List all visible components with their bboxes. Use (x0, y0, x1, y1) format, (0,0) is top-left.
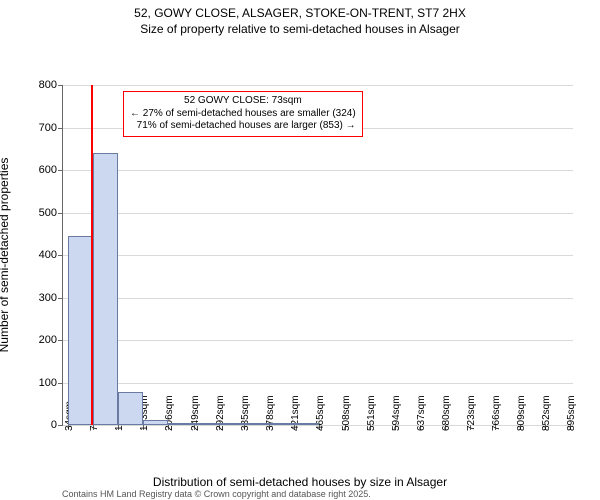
xtick-label: 249sqm (190, 396, 201, 432)
annotation-line-1: 52 GOWY CLOSE: 73sqm (130, 95, 356, 108)
y-axis-label: Number of semi-detached properties (0, 158, 11, 353)
histogram-bar (269, 423, 294, 425)
xtick-label: 292sqm (215, 396, 226, 432)
ytick-label: 300 (39, 292, 63, 304)
xtick-label: 637sqm (416, 396, 427, 432)
histogram-bar (118, 392, 143, 425)
xtick-label: 766sqm (491, 396, 502, 432)
histogram-bar (244, 423, 269, 425)
ytick-label: 600 (39, 164, 63, 176)
footer-line-1: Contains HM Land Registry data © Crown c… (62, 489, 600, 500)
gridline (63, 170, 573, 171)
histogram-bar (219, 423, 244, 425)
gridline (63, 340, 573, 341)
annotation-line-2: ← 27% of semi-detached houses are smalle… (130, 108, 356, 121)
ytick-label: 700 (39, 122, 63, 134)
chart-title: 52, GOWY CLOSE, ALSAGER, STOKE-ON-TRENT,… (0, 0, 600, 37)
annotation-box: 52 GOWY CLOSE: 73sqm← 27% of semi-detach… (123, 91, 363, 137)
xtick-label: 895sqm (566, 396, 577, 432)
xtick-label: 594sqm (391, 396, 402, 432)
chart-area: Number of semi-detached properties 01002… (0, 37, 600, 473)
x-axis-label: Distribution of semi-detached houses by … (0, 475, 600, 489)
ytick-label: 500 (39, 207, 63, 219)
xtick-label: 680sqm (441, 396, 452, 432)
annotation-line-3: 71% of semi-detached houses are larger (… (130, 120, 356, 133)
histogram-bar (168, 423, 193, 425)
ytick-label: 0 (51, 419, 63, 431)
xtick-label: 508sqm (341, 396, 352, 432)
xtick-label: 465sqm (315, 396, 326, 432)
xtick-label: 335sqm (240, 396, 251, 432)
histogram-bar (143, 420, 168, 425)
title-line-1: 52, GOWY CLOSE, ALSAGER, STOKE-ON-TRENT,… (0, 6, 600, 22)
histogram-bar (294, 423, 319, 425)
xtick-label: 852sqm (541, 396, 552, 432)
ytick-label: 800 (39, 79, 63, 91)
ytick-label: 100 (39, 377, 63, 389)
xtick-label: 206sqm (164, 396, 175, 432)
ytick-label: 400 (39, 249, 63, 261)
gridline (63, 213, 573, 214)
histogram-bar (194, 423, 219, 425)
attribution-footer: Contains HM Land Registry data © Crown c… (0, 489, 600, 500)
xtick-label: 723sqm (466, 396, 477, 432)
plot-region: 010020030040050060070080034sqm77sqm120sq… (62, 85, 573, 426)
title-line-2: Size of property relative to semi-detach… (0, 22, 600, 38)
xtick-label: 809sqm (516, 396, 527, 432)
histogram-bar (93, 153, 118, 425)
ytick-label: 200 (39, 334, 63, 346)
xtick-label: 421sqm (290, 396, 301, 432)
gridline (63, 298, 573, 299)
property-marker-line (91, 85, 93, 425)
xtick-label: 551sqm (366, 396, 377, 432)
gridline (63, 85, 573, 86)
gridline (63, 255, 573, 256)
gridline (63, 383, 573, 384)
xtick-label: 378sqm (265, 396, 276, 432)
histogram-bar (68, 236, 93, 425)
